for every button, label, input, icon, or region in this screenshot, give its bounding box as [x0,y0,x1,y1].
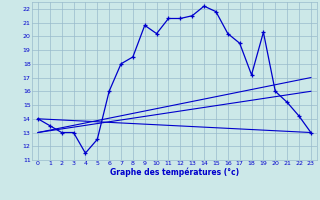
X-axis label: Graphe des températures (°c): Graphe des températures (°c) [110,168,239,177]
